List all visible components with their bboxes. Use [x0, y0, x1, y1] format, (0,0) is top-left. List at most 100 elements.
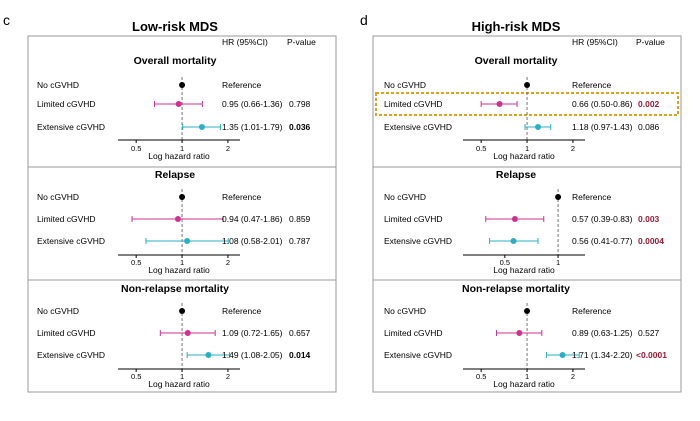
subpanel-2: Non-relapse mortality 0.5 1 2 Log hazard rat… [373, 279, 681, 389]
hr-point [174, 216, 181, 222]
x-tick-label: 0.5 [131, 372, 141, 381]
x-axis-label: Log hazard ratio [148, 379, 210, 389]
hr-ci-text: 0.89 (0.63-1.25) [572, 328, 633, 338]
p-value: 0.657 [289, 328, 311, 338]
hr-point [205, 352, 212, 358]
p-value: 0.0004 [638, 236, 664, 246]
x-tick-label: 2 [571, 372, 575, 381]
hr-point [184, 238, 191, 244]
hr-point [179, 82, 186, 88]
panel-c: c Low-risk MDS HR (95%CI) P-value Overall mo… [3, 12, 337, 393]
subpanel-title: Non-relapse mortality [462, 283, 570, 295]
p-value: 0.527 [638, 328, 660, 338]
hr-point [511, 216, 518, 222]
hr-point [496, 101, 503, 107]
subpanel-1: Relapse 0.5 1 2 Log hazard ratio No cGVHD Refe… [28, 166, 336, 275]
hr-ci-text: 0.57 (0.39-0.83) [572, 214, 633, 224]
x-tick-label: 0.5 [131, 258, 141, 267]
hr-point [524, 308, 531, 314]
panel-title: Low-risk MDS [132, 19, 218, 34]
panel-title: High-risk MDS [472, 19, 561, 34]
p-value: 0.002 [638, 99, 660, 109]
hr-column-header: HR (95%CI) [572, 37, 618, 47]
x-axis-label: Log hazard ratio [148, 265, 210, 275]
hr-point [184, 330, 191, 336]
row-label: Limited cGVHD [384, 328, 443, 338]
hr-point [559, 352, 566, 358]
x-tick-label: 1 [525, 372, 529, 381]
subpanel-0: Overall mortality 0.5 1 2 Log hazard ratio No… [37, 55, 311, 161]
hr-ci-text: 1.49 (1.08-2.05) [222, 350, 283, 360]
hr-ci-text: 0.66 (0.50-0.86) [572, 99, 633, 109]
row-label: Extensive cGVHD [384, 350, 452, 360]
row-label: Limited cGVHD [37, 328, 96, 338]
p-value-column-header: P-value [636, 37, 665, 47]
p-value: 0.014 [289, 350, 311, 360]
p-value: 0.003 [638, 214, 660, 224]
x-tick-label: 0.5 [476, 144, 486, 153]
x-axis-label: Log hazard ratio [493, 265, 555, 275]
row-label: Extensive cGVHD [384, 122, 452, 132]
row-label: No cGVHD [37, 80, 79, 90]
hr-ci-text: 0.95 (0.66-1.36) [222, 99, 283, 109]
hr-point [535, 124, 542, 130]
panel-frame [27, 35, 337, 393]
x-axis-label: Log hazard ratio [148, 151, 210, 161]
hr-ci-text: 0.94 (0.47-1.86) [222, 214, 283, 224]
p-value: 0.036 [289, 122, 311, 132]
p-value-column-header: P-value [287, 37, 316, 47]
subpanel-2: Non-relapse mortality 0.5 1 2 Log hazard rat… [28, 279, 336, 389]
x-tick-label: 2 [226, 372, 230, 381]
x-tick-label: 1 [556, 258, 560, 267]
hr-point [516, 330, 523, 336]
hr-point [179, 194, 186, 200]
hr-point [524, 82, 531, 88]
hr-ci-text: Reference [222, 192, 261, 202]
hr-point [510, 238, 517, 244]
row-label: Extensive cGVHD [37, 122, 105, 132]
hr-point [198, 124, 205, 130]
subpanel-title: Non-relapse mortality [121, 283, 229, 295]
row-label: No cGVHD [384, 192, 426, 202]
subpanel-title: Relapse [496, 169, 536, 181]
hr-ci-text: Reference [572, 80, 611, 90]
row-label: No cGVHD [384, 80, 426, 90]
p-value: 0.086 [638, 122, 660, 132]
hr-point [179, 308, 186, 314]
hr-ci-text: 0.56 (0.41-0.77) [572, 236, 633, 246]
row-label: Extensive cGVHD [37, 350, 105, 360]
subpanel-title: Overall mortality [134, 55, 217, 67]
row-label: No cGVHD [384, 306, 426, 316]
x-tick-label: 0.5 [131, 144, 141, 153]
x-tick-label: 1 [180, 372, 184, 381]
row-label: Limited cGVHD [37, 214, 96, 224]
p-value: 0.798 [289, 99, 311, 109]
panel-frame [372, 35, 682, 393]
subpanel-title: Overall mortality [475, 55, 558, 67]
subpanel-title: Relapse [155, 169, 195, 181]
x-tick-label: 2 [571, 144, 575, 153]
subpanel-0: Overall mortality 0.5 1 2 Log hazard ratio No… [375, 55, 679, 161]
row-label: No cGVHD [37, 192, 79, 202]
hr-ci-text: 1.18 (0.97-1.43) [572, 122, 633, 132]
x-tick-label: 1 [525, 144, 529, 153]
row-label: Extensive cGVHD [37, 236, 105, 246]
x-tick-label: 0.5 [476, 372, 486, 381]
p-value: 0.787 [289, 236, 311, 246]
row-label: Limited cGVHD [384, 214, 443, 224]
hr-ci-text: 1.71 (1.34-2.20) [572, 350, 633, 360]
hr-ci-text: Reference [572, 306, 611, 316]
panel-letter: d [360, 12, 368, 28]
hr-ci-text: Reference [222, 80, 261, 90]
x-tick-label: 0.5 [500, 258, 510, 267]
row-label: Limited cGVHD [384, 99, 443, 109]
p-value: <0.0001 [636, 350, 667, 360]
x-tick-label: 1 [180, 258, 184, 267]
x-tick-label: 2 [226, 144, 230, 153]
hr-ci-text: Reference [222, 306, 261, 316]
hr-ci-text: 1.08 (0.58-2.01) [222, 236, 283, 246]
hr-ci-text: 1.09 (0.72-1.65) [222, 328, 283, 338]
x-tick-label: 2 [226, 258, 230, 267]
